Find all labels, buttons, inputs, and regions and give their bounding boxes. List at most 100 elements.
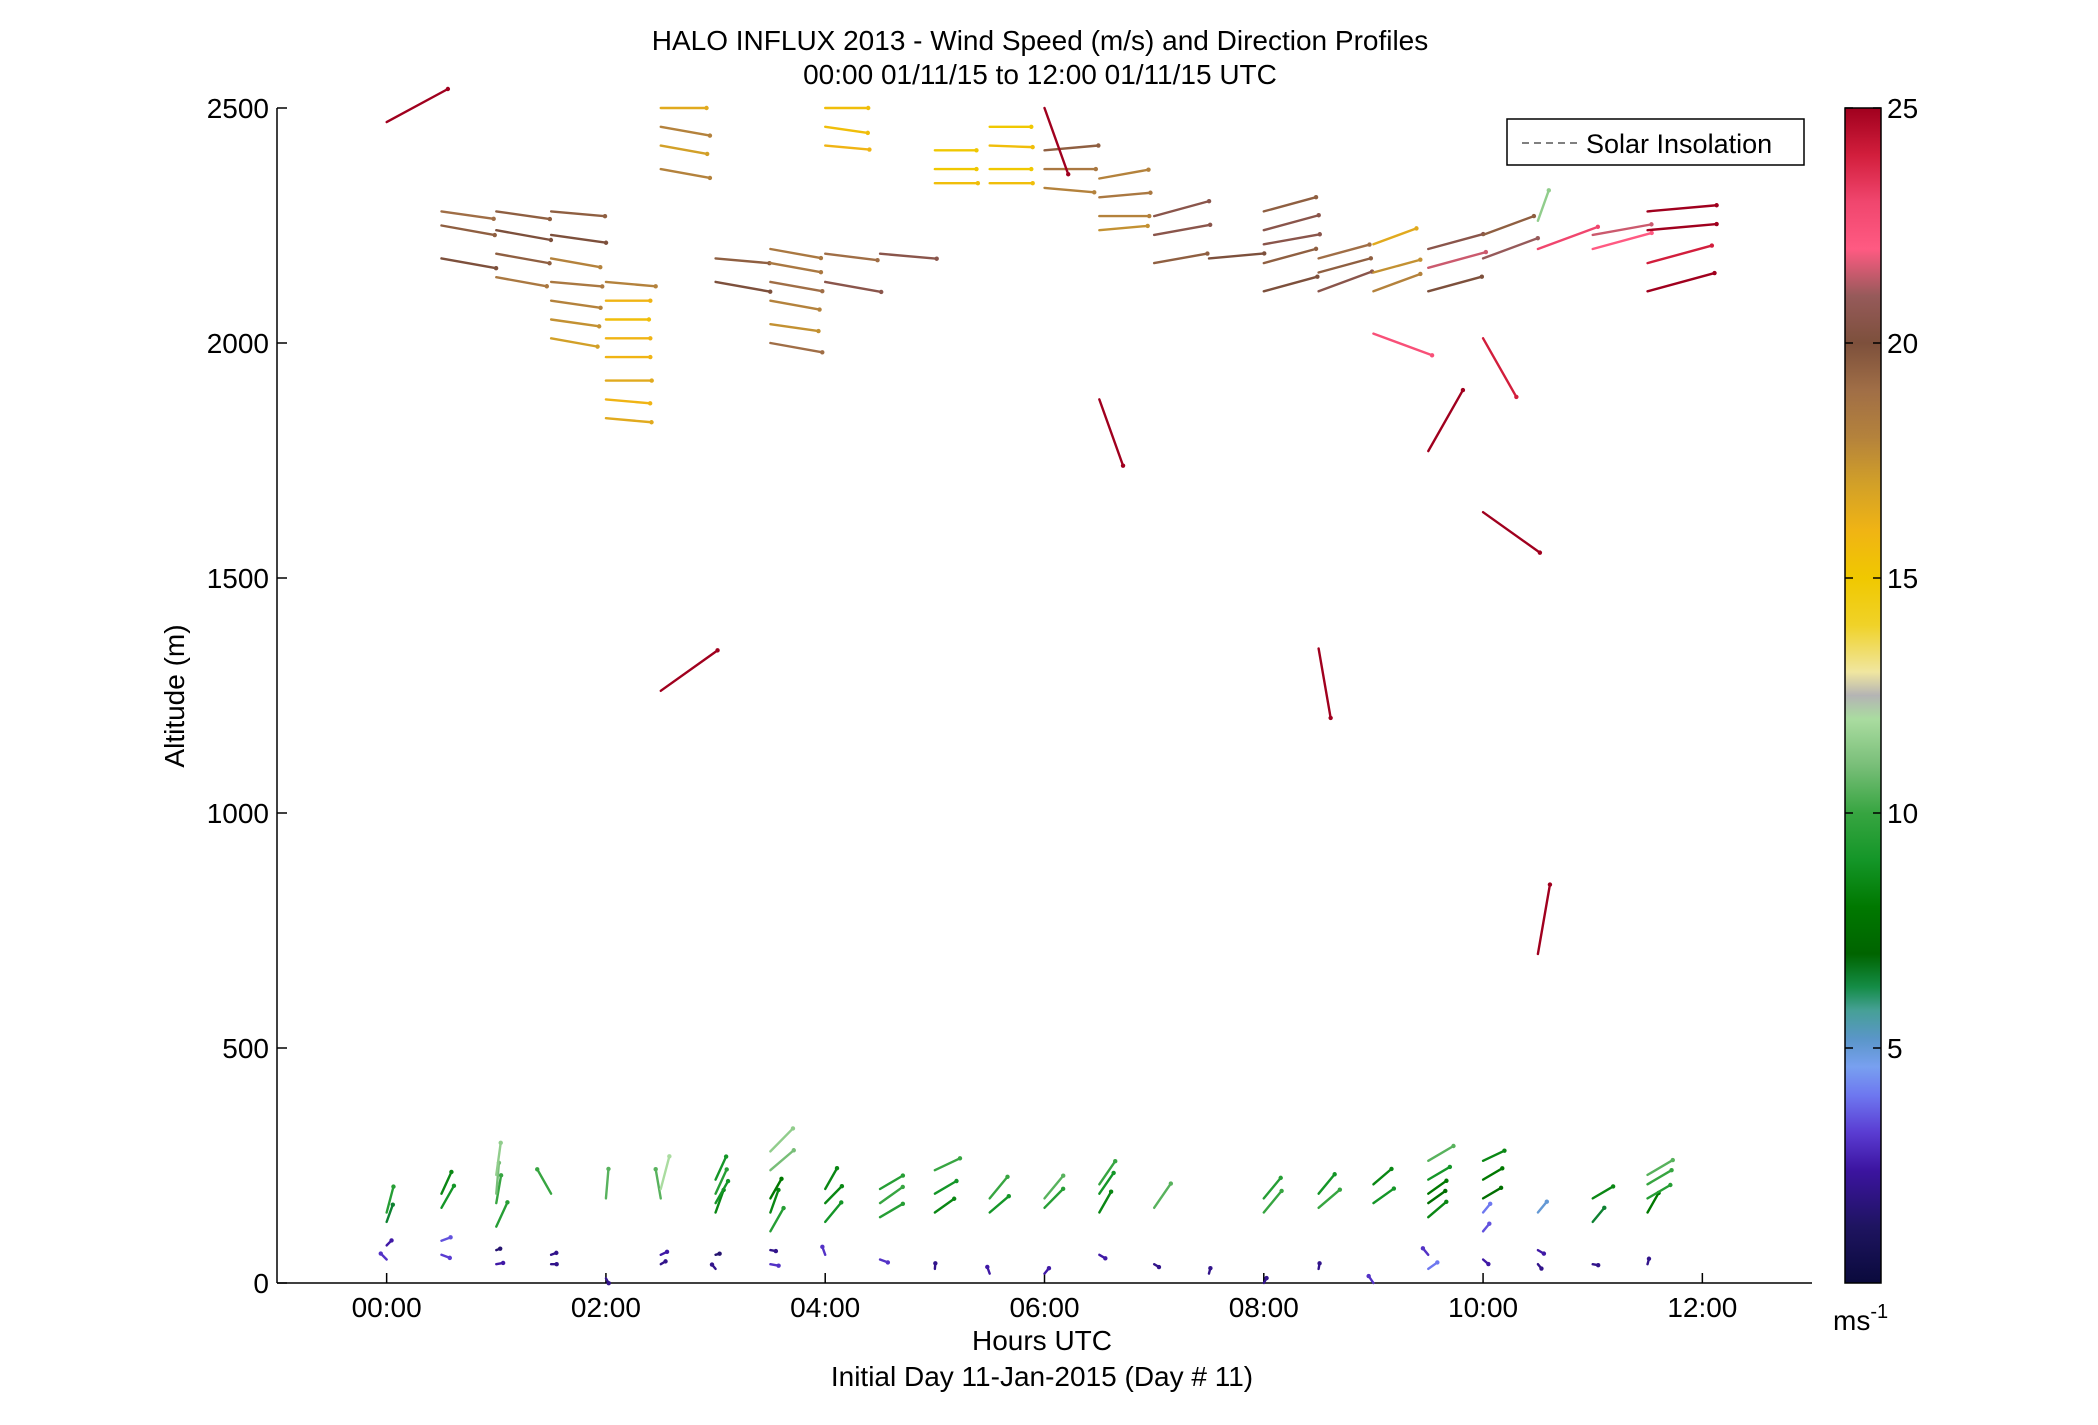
wind-arrow-head xyxy=(1443,1188,1448,1194)
wind-arrow-head xyxy=(900,1201,906,1207)
wind-arrow-head xyxy=(933,1261,938,1266)
wind-arrow-head xyxy=(820,350,825,355)
wind-arrow-head xyxy=(1332,1172,1337,1177)
wind-arrow xyxy=(495,1201,509,1228)
wind-arrow xyxy=(1427,1144,1455,1163)
wind-arrow xyxy=(1427,1165,1452,1181)
wind-arrow xyxy=(1646,1168,1673,1186)
wind-arrow xyxy=(933,1197,956,1214)
wind-arrow xyxy=(1262,233,1321,246)
wind-arrow-head xyxy=(493,265,499,271)
wind-arrow xyxy=(495,252,551,265)
wind-arrow-head xyxy=(818,255,824,261)
wind-arrow-head xyxy=(974,148,979,153)
wind-arrow-head xyxy=(715,648,720,653)
wind-arrow xyxy=(933,1179,958,1195)
wind-arrow xyxy=(1262,275,1319,293)
wind-arrow-head xyxy=(1670,1157,1675,1163)
wind-arrow-head xyxy=(900,1173,906,1178)
wind-arrow-head xyxy=(663,1259,668,1264)
wind-arrow-head xyxy=(653,1167,658,1172)
y-tick-label: 1000 xyxy=(207,798,269,829)
wind-arrow-head xyxy=(954,1178,959,1184)
chart-title: HALO INFLUX 2013 - Wind Speed (m/s) and … xyxy=(652,25,1429,56)
wind-arrow xyxy=(988,1175,1009,1200)
wind-arrow xyxy=(1262,1176,1282,1200)
wind-arrow xyxy=(1646,271,1716,293)
wind-arrow-head xyxy=(1313,246,1319,252)
wind-arrow-head xyxy=(1391,1186,1397,1191)
wind-arrow-head xyxy=(505,1200,510,1205)
wind-arrow xyxy=(1646,1191,1660,1214)
wind-arrow xyxy=(988,144,1034,149)
wind-arrow-head xyxy=(867,147,872,152)
wind-arrow-head xyxy=(390,1202,396,1207)
wind-arrow xyxy=(1372,272,1422,293)
wind-arrow-head xyxy=(1279,1188,1284,1194)
wind-arrow-head xyxy=(818,269,824,275)
wind-arrow-head xyxy=(547,216,553,222)
wind-arrow-head xyxy=(1479,274,1485,279)
x-axis-ticks: 00:00 02:00 04:00 06:00 08:00 10:00 12:00 xyxy=(352,1273,1737,1323)
wind-arrow-head xyxy=(779,1176,784,1182)
wind-arrow xyxy=(1591,1185,1615,1200)
wind-arrow-head xyxy=(1502,1148,1507,1153)
wind-arrow xyxy=(549,210,607,218)
wind-arrow-head xyxy=(1649,230,1654,236)
wind-arrow xyxy=(1372,227,1418,246)
wind-arrow xyxy=(824,1201,843,1224)
wind-arrow xyxy=(1098,191,1152,199)
wind-arrow xyxy=(769,1149,795,1172)
wind-arrow xyxy=(1262,195,1318,213)
wind-arrow-head xyxy=(1420,1246,1426,1251)
wind-arrow xyxy=(1372,258,1422,274)
wind-arrow xyxy=(933,1157,962,1172)
wind-arrow-head xyxy=(975,181,981,186)
wind-arrow-head xyxy=(1712,270,1717,276)
wind-arrow-head xyxy=(1208,1265,1213,1271)
wind-arrow xyxy=(769,1177,783,1200)
wind-arrow xyxy=(659,125,712,137)
wind-arrow xyxy=(769,247,823,260)
wind-arrow-head xyxy=(879,289,884,295)
wind-arrow-head xyxy=(1714,203,1719,208)
wind-arrow-head xyxy=(653,284,658,289)
x-tick-label: 10:00 xyxy=(1448,1292,1518,1323)
wind-arrow xyxy=(1152,252,1209,265)
wind-arrow xyxy=(769,261,823,274)
wind-arrow-head xyxy=(776,1187,781,1193)
wind-arrow-head xyxy=(498,1173,504,1178)
wind-arrow xyxy=(1262,247,1318,265)
wind-arrow-head xyxy=(1120,463,1126,468)
wind-arrow xyxy=(604,417,653,424)
wind-arrow xyxy=(385,1185,395,1214)
wind-arrow xyxy=(1262,1189,1283,1214)
wind-arrow xyxy=(1152,223,1212,237)
wind-arrow-head xyxy=(1595,224,1601,230)
wind-arrow-head xyxy=(1264,1275,1269,1281)
wind-arrow xyxy=(654,1168,662,1200)
wind-arrow-head xyxy=(1108,1189,1114,1194)
wind-arrow-head xyxy=(554,1262,559,1267)
wind-arrow xyxy=(1317,257,1373,274)
wind-arrow-head xyxy=(389,1238,394,1243)
x-axis-sublabel: Initial Day 11-Jan-2015 (Day # 11) xyxy=(831,1361,1253,1392)
wind-arrow xyxy=(1536,189,1551,223)
wind-arrow xyxy=(1152,199,1211,218)
wind-arrow xyxy=(549,233,608,244)
wind-arrow-head xyxy=(451,1183,457,1189)
wind-arrow-head xyxy=(1148,190,1153,195)
wind-arrow-head xyxy=(773,1248,779,1254)
wind-arrow xyxy=(549,280,604,288)
wind-arrow-head xyxy=(1060,1186,1066,1192)
wind-arrow xyxy=(495,228,553,242)
y-tick-label: 0 xyxy=(253,1268,269,1299)
wind-arrow xyxy=(714,280,772,293)
legend: Solar Insolation xyxy=(1506,118,1805,166)
wind-arrow xyxy=(1098,1190,1113,1214)
wind-arrow xyxy=(1427,1179,1448,1195)
wind-arrow xyxy=(824,1167,839,1191)
wind-arrow-head xyxy=(985,1264,990,1270)
wind-arrow-head xyxy=(596,324,602,329)
wind-arrow xyxy=(769,1127,795,1153)
